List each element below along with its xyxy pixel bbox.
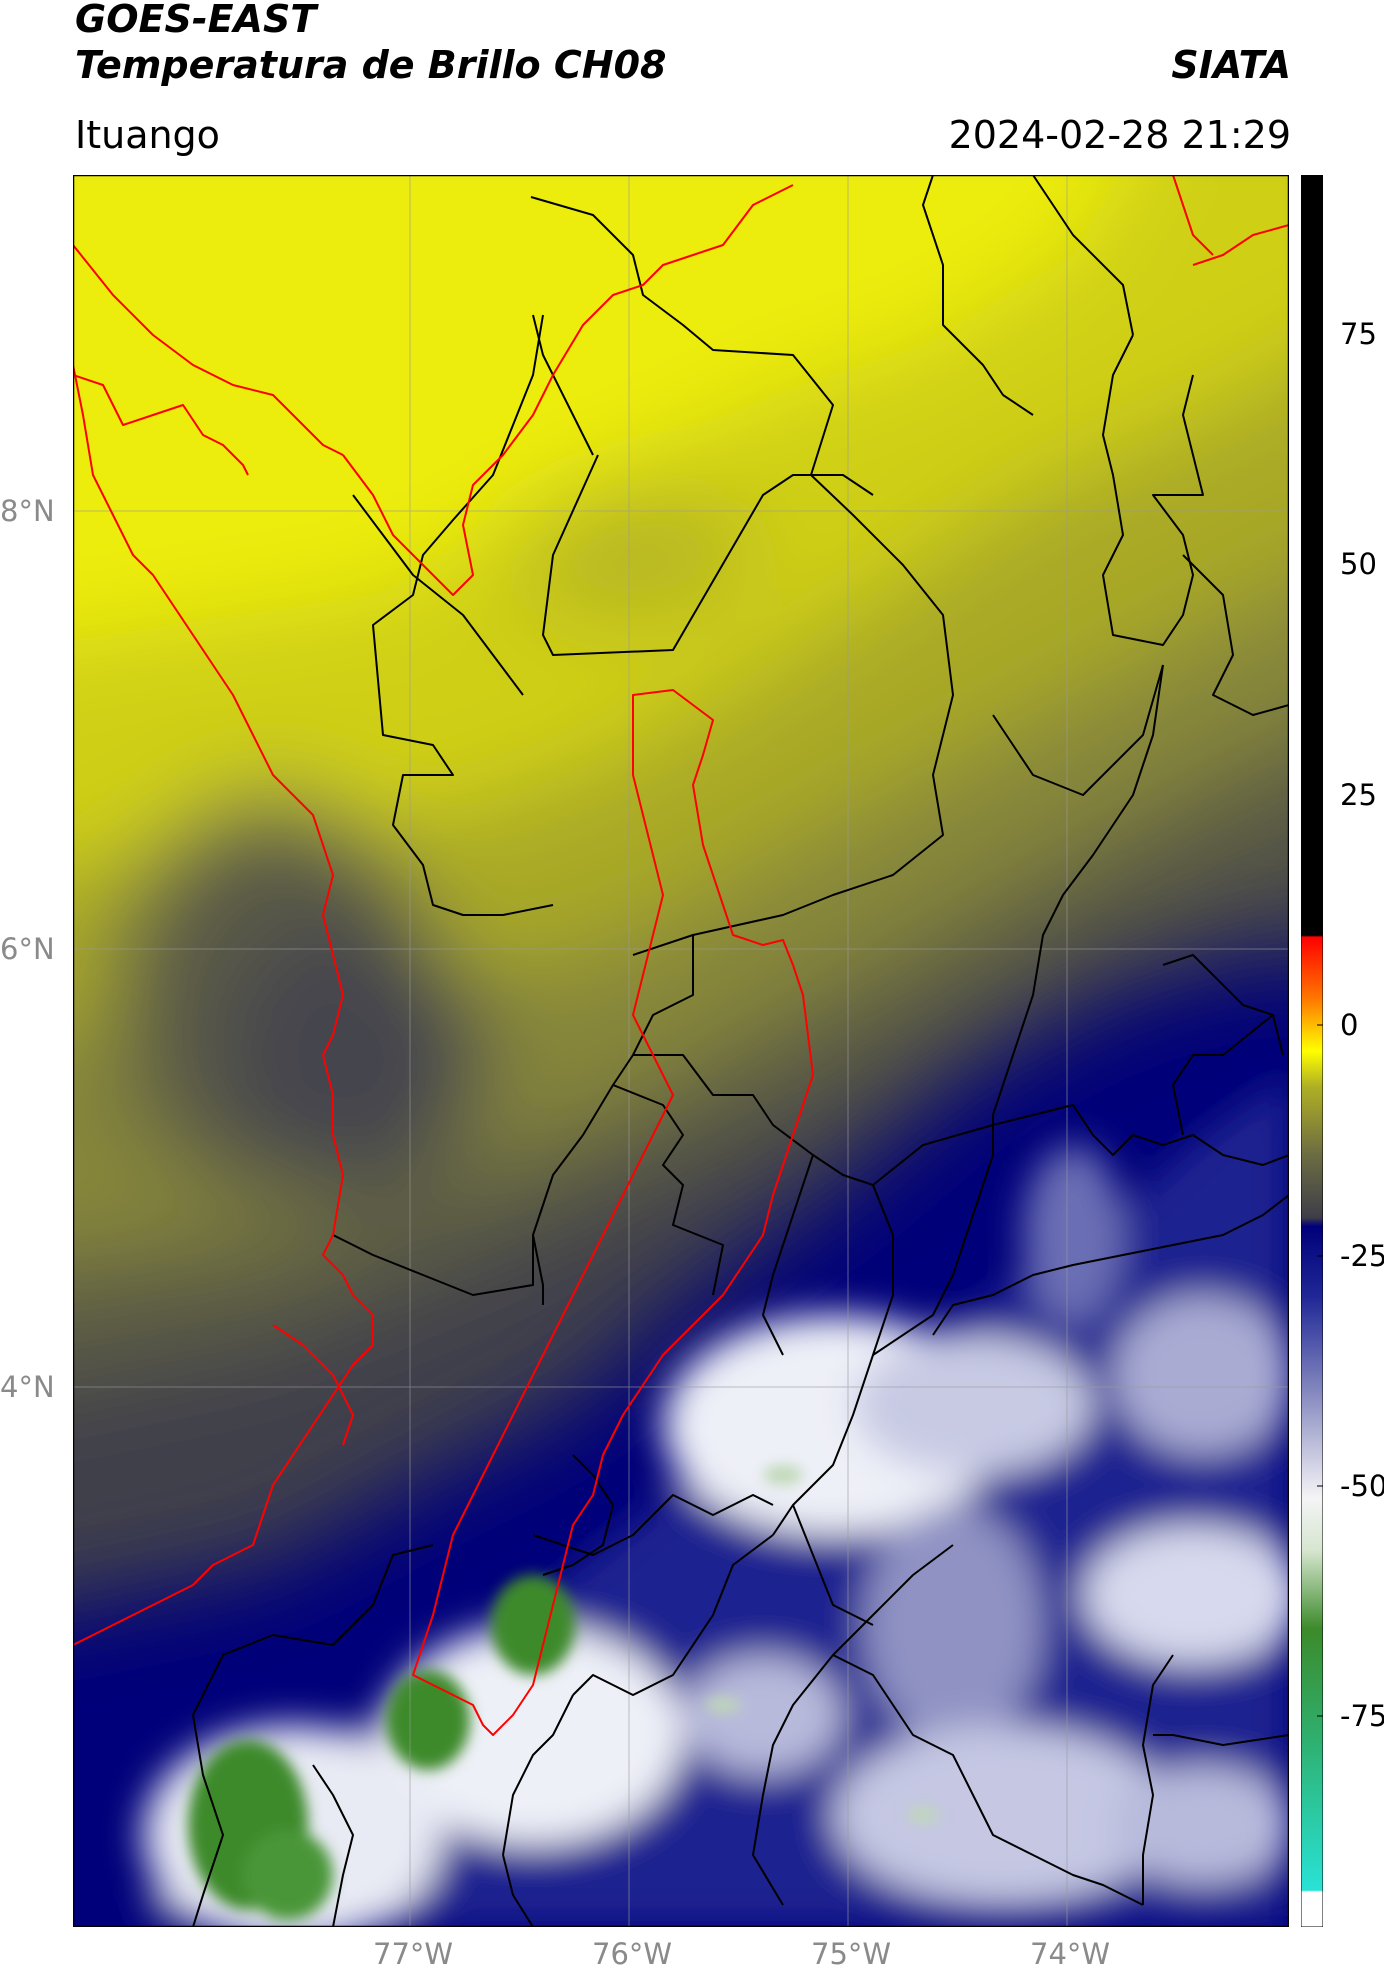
colorbar <box>1301 175 1323 1927</box>
department-boundaries <box>192 175 1289 1927</box>
location-label: Ituango <box>75 113 220 157</box>
colorbar-tick-label: 75 <box>1340 317 1377 351</box>
lon-label-74w: 74°W <box>1030 1937 1111 1971</box>
lat-label-8n: 8°N <box>0 494 55 528</box>
lon-label-75w: 75°W <box>811 1937 892 1971</box>
product-satellite-title: GOES-EAST <box>75 0 317 41</box>
map-frame <box>73 175 1289 1927</box>
temperature-field <box>73 175 1289 1605</box>
coastline <box>73 175 1289 1646</box>
colorbar-tick-label: 25 <box>1340 778 1377 812</box>
timestamp-label: 2024-02-28 21:29 <box>948 113 1291 157</box>
lon-label-77w: 77°W <box>373 1937 454 1971</box>
brand-label: SIATA <box>1171 43 1291 87</box>
colorbar-tick-label: -50 <box>1340 1469 1384 1503</box>
lat-label-6n: 6°N <box>0 932 55 966</box>
colorbar-tick-label: 50 <box>1340 547 1377 581</box>
satellite-map <box>73 175 1289 1927</box>
colorbar-tick-label: 0 <box>1340 1008 1359 1042</box>
lat-label-4n: 4°N <box>0 1370 55 1404</box>
product-channel-title: Temperatura de Brillo CH08 <box>75 43 667 87</box>
colorbar-tick-label: -75 <box>1340 1699 1384 1733</box>
graticule <box>73 175 1289 1927</box>
coldest-cores <box>188 1465 939 1920</box>
lon-label-76w: 76°W <box>592 1937 673 1971</box>
colorbar-tick-label: -25 <box>1340 1239 1384 1273</box>
watershed-outline <box>412 689 814 1736</box>
colorbar-tick-marks <box>1317 333 1323 1717</box>
